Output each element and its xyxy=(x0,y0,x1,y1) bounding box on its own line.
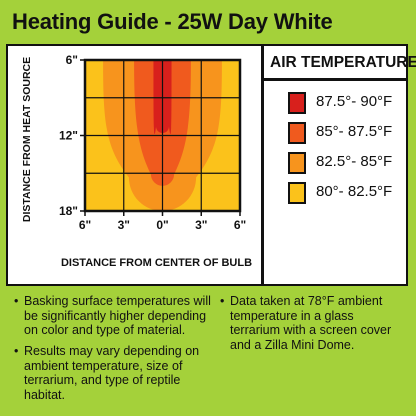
x-tick-label: 6" xyxy=(79,218,91,232)
legend-label: 82.5°- 85°F xyxy=(316,153,393,170)
legend-swatch xyxy=(288,152,306,174)
bullet-icon: • xyxy=(14,344,19,358)
panel-divider xyxy=(261,46,264,284)
legend-swatch xyxy=(288,122,306,144)
bullet-icon: • xyxy=(220,294,225,308)
y-tick-label: 18" xyxy=(59,204,78,218)
y-axis-label: DISTANCE FROM HEAT SOURCE xyxy=(21,57,33,222)
chart-panel: 6" 3" 0" 3" 6" 6" 12" 18" DISTANCE FROM CENTER O… xyxy=(6,44,416,286)
legend-swatch xyxy=(288,92,306,114)
page-title: Heating Guide - 25W Day White xyxy=(12,9,333,34)
note-item: • Data taken at 78°F ambient temperature… xyxy=(220,294,400,352)
notes-section: • Basking surface temperatures will be s… xyxy=(6,290,408,410)
heat-map-chart: 6" 3" 0" 3" 6" 6" 12" 18" DISTANCE FROM CENTER O… xyxy=(21,53,252,269)
x-axis-label: DISTANCE FROM CENTER OF BULB xyxy=(61,257,252,269)
note-item: • Basking surface temperatures will be s… xyxy=(14,294,214,338)
bullet-icon: • xyxy=(14,294,19,308)
legend-title: AIR TEMPERATURE xyxy=(270,54,416,71)
y-tick-label: 12" xyxy=(59,129,78,143)
note-text: Results may vary depending on ambient te… xyxy=(24,344,200,402)
x-tick-label: 3" xyxy=(118,218,130,232)
legend-divider xyxy=(264,78,406,81)
x-tick-label: 6" xyxy=(234,218,246,232)
note-item: • Results may vary depending on ambient … xyxy=(14,344,214,402)
legend-label: 85°- 87.5°F xyxy=(316,123,393,140)
legend-label: 87.5°- 90°F xyxy=(316,93,393,110)
y-tick-label: 6" xyxy=(66,53,78,67)
x-tick-label: 3" xyxy=(195,218,207,232)
x-tick-label: 0" xyxy=(156,218,168,232)
note-text: Data taken at 78°F ambient temperature i… xyxy=(230,294,392,352)
legend-label: 80°- 82.5°F xyxy=(316,183,393,200)
note-text: Basking surface temperatures will be sig… xyxy=(24,294,211,337)
legend-swatch xyxy=(288,182,306,204)
